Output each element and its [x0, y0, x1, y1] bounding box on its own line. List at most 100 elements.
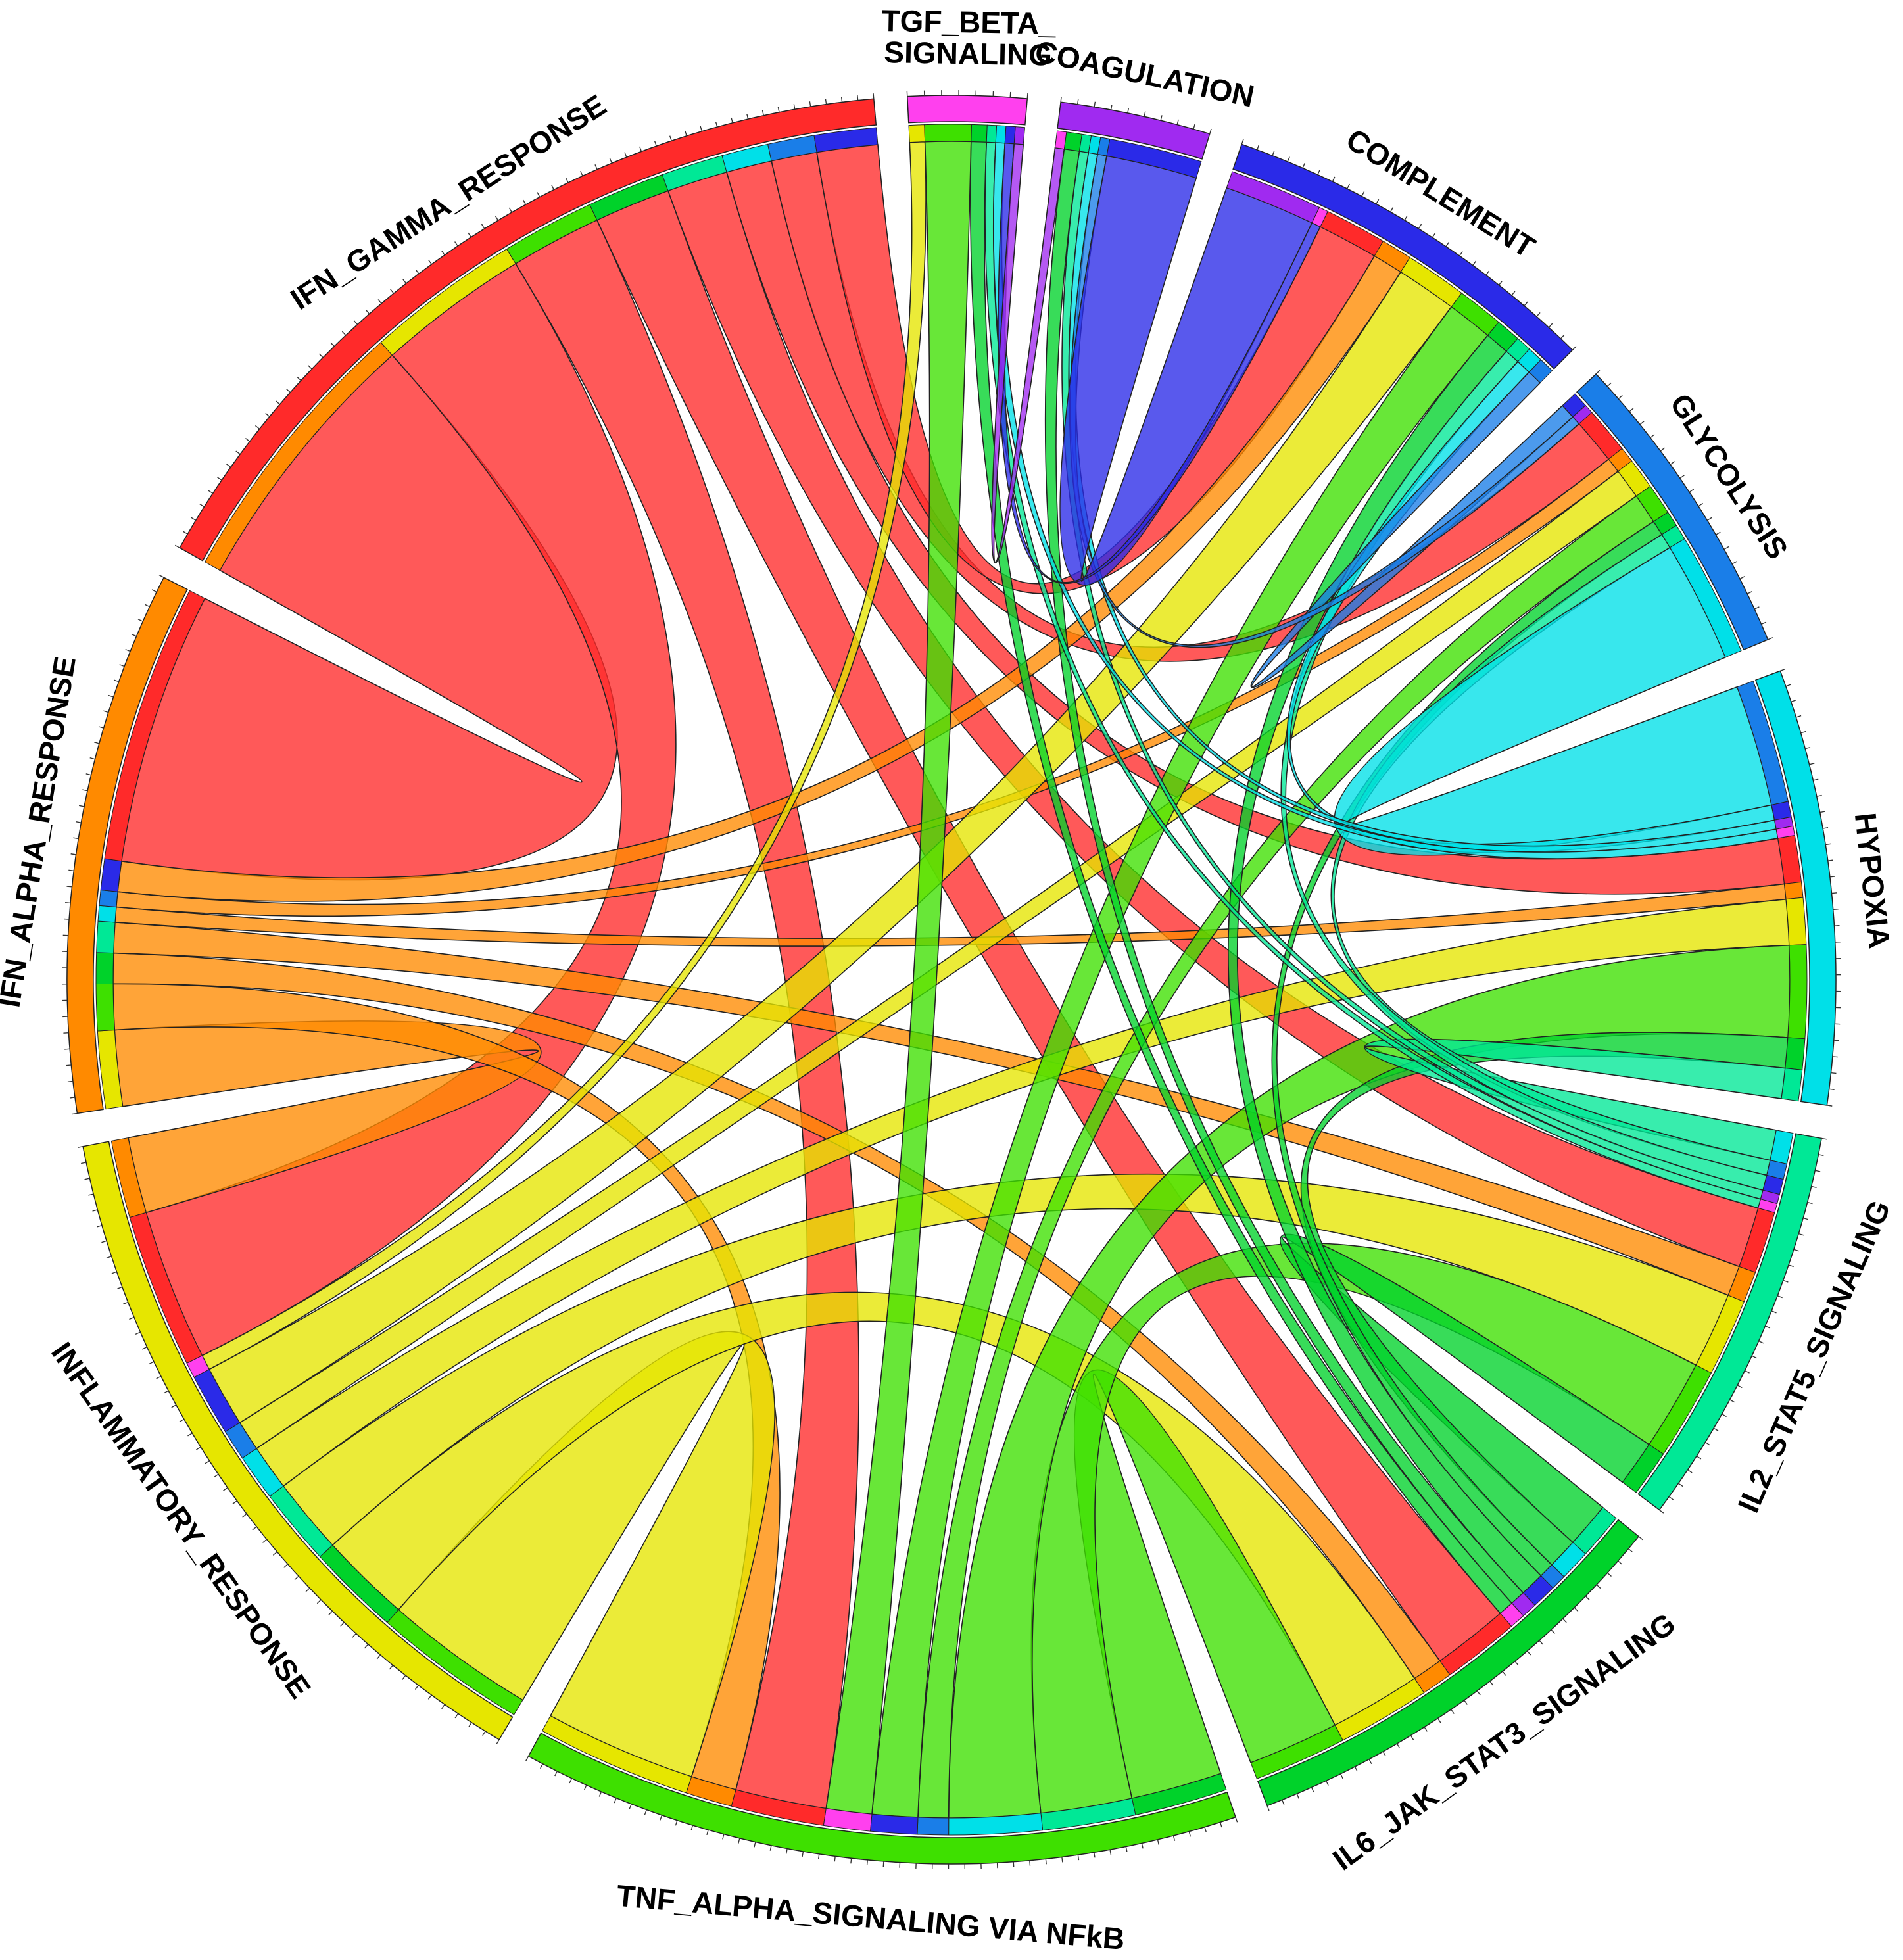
sector-tick-tnf	[569, 1778, 573, 1784]
sector-tick-coag	[1094, 101, 1096, 107]
sector-arc-infl	[82, 1141, 514, 1740]
sector-tick-il6	[1464, 1700, 1468, 1705]
sector-tick-infl	[376, 1654, 381, 1660]
sector-tick-tnf	[1061, 1857, 1063, 1863]
sector-tick-il2	[1815, 1170, 1821, 1172]
sector-tick-il6	[1311, 1787, 1314, 1793]
link-marker-hypo-infl	[1785, 897, 1807, 946]
sector-tick-infl	[340, 1622, 345, 1627]
sector-tick-il6	[1451, 1709, 1455, 1714]
link-marker-tnf-glyc	[917, 1817, 950, 1836]
sector-arc-hypo	[1754, 670, 1837, 1106]
sector-tick-glyc	[1629, 408, 1634, 412]
sector-tick-ifng	[873, 93, 875, 99]
sector-tick-ifng	[365, 309, 370, 314]
link-marker-coag-tgf	[1054, 130, 1067, 150]
sector-arc-compl	[1232, 143, 1574, 370]
sector-tick-il2	[1765, 1326, 1771, 1329]
sector-tick-ifng	[700, 126, 703, 131]
sector-tick-infl	[135, 1331, 141, 1335]
sector-tick-ifna	[98, 726, 104, 729]
sector-tick-infl	[272, 1551, 277, 1556]
sector-tick-hypo	[1833, 909, 1839, 911]
sector-tick-il6	[1266, 1805, 1270, 1811]
sector-tick-il2	[1737, 1385, 1743, 1389]
sector-tick-ifng	[468, 232, 471, 238]
sector-tick-infl	[402, 1675, 406, 1680]
sector-tick-ifng	[390, 289, 395, 294]
sector-tick-ifng	[275, 400, 280, 405]
sector-tick-compl	[1536, 312, 1541, 317]
sector-tick-infl	[454, 1713, 459, 1719]
sector-tick-hypo	[1785, 684, 1791, 687]
link-marker-tgf-infl	[908, 124, 926, 143]
sector-tick-ifng	[508, 207, 512, 213]
sector-arc-ifng	[179, 98, 877, 562]
sector-tick-ifng	[199, 503, 205, 508]
link-marker-il6-tgf	[1499, 1602, 1524, 1627]
sector-tick-tnf	[754, 1842, 756, 1848]
sector-tick-infl	[179, 1418, 185, 1423]
sector-tick-ifng	[669, 135, 672, 141]
sector-tick-ifna	[68, 869, 74, 872]
sector-tick-ifng	[245, 438, 251, 442]
sector-tick-compl	[1332, 176, 1336, 182]
sector-tick-infl	[468, 1722, 472, 1727]
link-marker-hypo-il2	[1781, 1068, 1803, 1102]
sector-tick-ifng	[580, 171, 583, 176]
sector-tick-ifna	[151, 589, 157, 592]
sector-tick-ifng	[825, 99, 827, 105]
sector-label-tgf: SIGNALING	[884, 35, 1052, 72]
link-marker-hypo-ifna	[1784, 881, 1804, 900]
sector-tick-glyc	[1639, 421, 1645, 425]
sector-tick-infl	[205, 1460, 210, 1464]
sector-tick-ifng	[297, 376, 302, 381]
link-marker-compl-tgf	[1311, 206, 1328, 227]
sector-tick-il2	[1818, 1154, 1824, 1157]
sector-tick-il2	[1713, 1427, 1719, 1431]
sector-tick-ifng	[594, 164, 598, 170]
sector-tick-coag	[1209, 128, 1212, 134]
sector-tick-ifng	[285, 388, 291, 393]
link-marker-il2-il6	[1622, 1444, 1664, 1493]
link-marker-ifna-tnf	[95, 983, 115, 1032]
sector-tick-hypo	[1796, 715, 1802, 718]
sector-tick-tnf	[834, 1856, 836, 1862]
sector-tick-il2	[1783, 1279, 1789, 1283]
sector-tick-hypo	[1813, 778, 1819, 781]
sector-arc-glyc	[1576, 373, 1769, 651]
sector-tick-tnf	[882, 1861, 884, 1867]
sector-tick-ifng	[183, 531, 188, 535]
sector-tick-ifna	[85, 773, 91, 776]
sector-tick-tnf	[1172, 1835, 1176, 1841]
sector-tick-il6	[1410, 1735, 1414, 1740]
sector-tick-ifng	[377, 299, 382, 304]
sector-tick-il6	[1502, 1671, 1506, 1676]
sector-tick-tnf	[1219, 1822, 1222, 1828]
sector-tick-il2	[1777, 1295, 1783, 1299]
sector-tick-infl	[283, 1564, 289, 1568]
sector-tick-ifna	[66, 886, 72, 888]
sector-tick-il6	[1596, 1584, 1601, 1589]
sector-tick-il6	[1527, 1650, 1531, 1656]
sector-tick-hypo	[1816, 794, 1822, 797]
sector-tick-ifna	[70, 853, 76, 855]
sector-tick-glyc	[1698, 502, 1704, 507]
sector-tick-compl	[1404, 215, 1408, 221]
link-marker-tgf-il6	[971, 124, 988, 143]
sector-tick-infl	[496, 1739, 500, 1745]
sector-tick-tnf	[598, 1791, 602, 1797]
sector-tick-tnf	[554, 1771, 558, 1777]
sector-tick-infl	[92, 1209, 98, 1212]
sector-tick-tnf	[850, 1858, 852, 1864]
sector-tick-ifna	[137, 619, 143, 622]
sector-tick-tnf	[690, 1825, 694, 1830]
sector-tick-il2	[1793, 1249, 1799, 1252]
sector-tick-tnf	[1188, 1831, 1192, 1837]
sector-tick-infl	[122, 1301, 128, 1305]
sector-tick-infl	[97, 1225, 103, 1228]
sector-tick-glyc	[1595, 370, 1601, 375]
link-marker-hypo-tnf	[1787, 944, 1808, 1040]
sector-tick-glyc	[1618, 394, 1623, 400]
sector-tick-hypo	[1791, 700, 1796, 702]
